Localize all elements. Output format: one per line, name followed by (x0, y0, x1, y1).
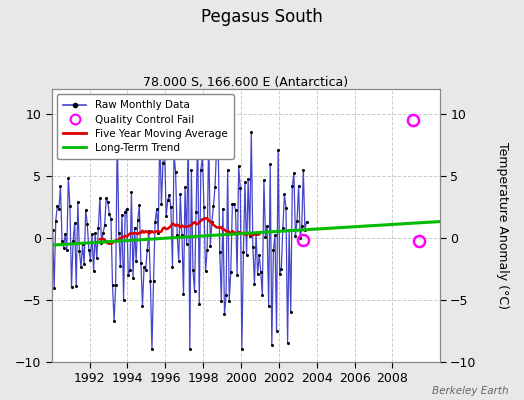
Title: 78.000 S, 166.600 E (Antarctica): 78.000 S, 166.600 E (Antarctica) (143, 76, 348, 89)
Y-axis label: Temperature Anomaly (°C): Temperature Anomaly (°C) (496, 142, 509, 309)
Legend: Raw Monthly Data, Quality Control Fail, Five Year Moving Average, Long-Term Tren: Raw Monthly Data, Quality Control Fail, … (57, 94, 234, 159)
Text: Berkeley Earth: Berkeley Earth (432, 386, 508, 396)
Text: Pegasus South: Pegasus South (201, 8, 323, 26)
